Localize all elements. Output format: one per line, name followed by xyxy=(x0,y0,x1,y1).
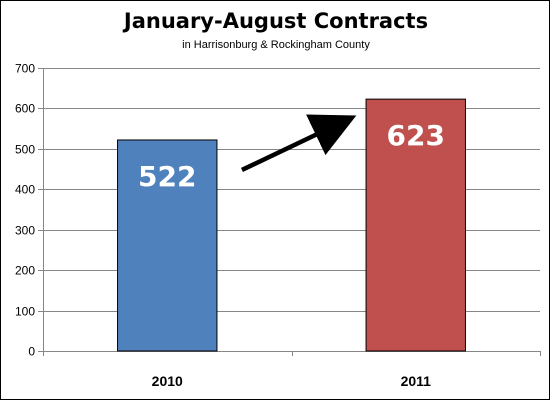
y-tick-label: 400 xyxy=(15,183,35,197)
chart-title: January-August Contracts xyxy=(123,9,429,33)
y-tick-label: 100 xyxy=(15,305,35,319)
bar-2010 xyxy=(117,139,218,352)
bar-2011 xyxy=(365,98,466,352)
data-label-2011: 623 xyxy=(387,119,445,152)
y-tick-label: 700 xyxy=(15,62,35,76)
x-tick-label-2010: 2010 xyxy=(152,373,183,389)
chart-subtitle: in Harrisonburg & Rockingham County xyxy=(182,39,370,51)
y-tick-label: 300 xyxy=(15,224,35,238)
y-tick-label: 600 xyxy=(15,102,35,116)
y-tick-label: 0 xyxy=(28,345,35,359)
increase-arrow xyxy=(240,114,357,172)
x-tick-label-2011: 2011 xyxy=(401,373,432,389)
data-label-2010: 522 xyxy=(138,160,196,193)
y-tick-label: 200 xyxy=(15,264,35,278)
y-tick-label: 500 xyxy=(15,143,35,157)
